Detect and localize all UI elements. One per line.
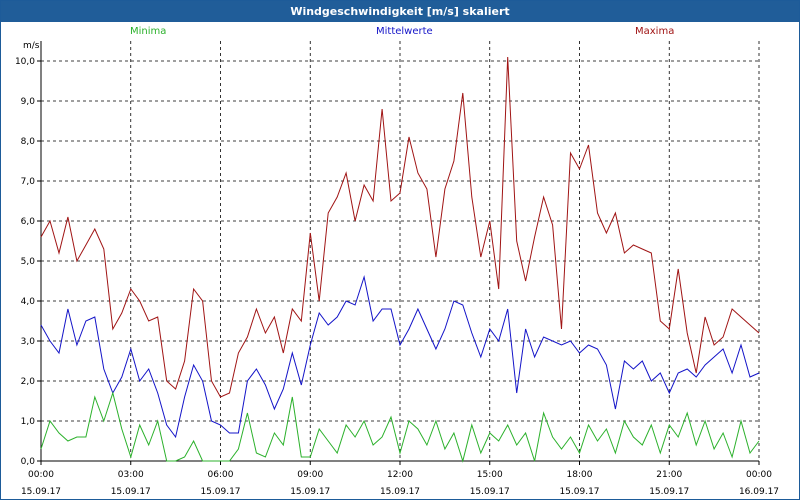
x-tick-time-label: 21:00 xyxy=(656,470,682,480)
y-tick-label: 10,0 xyxy=(15,57,35,67)
series-line-minima xyxy=(40,391,760,463)
y-tick-label: 0,0 xyxy=(21,457,36,467)
y-tick-label: 6,0 xyxy=(21,217,36,227)
legend-maxima: Maxima xyxy=(635,26,675,37)
x-tick-date-label: 15.09.17 xyxy=(290,487,330,497)
x-tick-date-label: 15.09.17 xyxy=(111,487,151,497)
y-axis-ticks: 0,0 1,0 2,0 3,0 4,0 5,0 6,0 7,0 8,0 9,0 10,0 xyxy=(15,57,41,467)
x-tick-date-label: 15.09.17 xyxy=(21,487,61,497)
y-tick-label: 2,0 xyxy=(21,377,36,387)
y-tick-label: 1,0 xyxy=(21,417,36,427)
series-line-maxima xyxy=(40,56,760,398)
y-tick-label: 4,0 xyxy=(21,297,36,307)
x-tick-time-label: 06:00 xyxy=(208,470,234,480)
x-tick-time-label: 15:00 xyxy=(477,470,503,480)
y-tick-label: 8,0 xyxy=(21,137,36,147)
x-tick-date-label: 15.09.17 xyxy=(649,487,689,497)
x-tick-time-label: 03:00 xyxy=(118,470,144,480)
x-axis-ticks: 00:00 15.09.17 03:00 15.09.17 06:00 15.09.17 0… xyxy=(21,461,779,497)
series-line-mittelwerte xyxy=(40,275,760,439)
x-tick-date-label: 15.09.17 xyxy=(470,487,510,497)
x-tick-time-label: 00:00 xyxy=(746,470,772,480)
y-tick-label: 3,0 xyxy=(21,337,36,347)
y-tick-label: 5,0 xyxy=(21,257,36,267)
x-tick-time-label: 09:00 xyxy=(297,470,323,480)
window-title: Windgeschwindigkeit [m/s] skaliert xyxy=(1,1,799,22)
legend-minima: Minima xyxy=(130,26,167,37)
legend-mittelwerte: Mittelwerte xyxy=(376,26,433,37)
x-tick-date-label: 15.09.17 xyxy=(559,487,599,497)
x-tick-time-label: 00:00 xyxy=(28,470,54,480)
y-axis-unit: m/s xyxy=(23,41,40,51)
x-tick-date-label: 15.09.17 xyxy=(200,487,240,497)
x-tick-time-label: 12:00 xyxy=(387,470,413,480)
grid xyxy=(40,41,760,462)
x-tick-date-label: 16.09.17 xyxy=(739,487,779,497)
series-lines xyxy=(40,56,760,463)
y-tick-label: 7,0 xyxy=(21,177,36,187)
y-tick-label: 9,0 xyxy=(21,97,36,107)
x-tick-date-label: 15.09.17 xyxy=(380,487,420,497)
x-tick-time-label: 18:00 xyxy=(567,470,593,480)
